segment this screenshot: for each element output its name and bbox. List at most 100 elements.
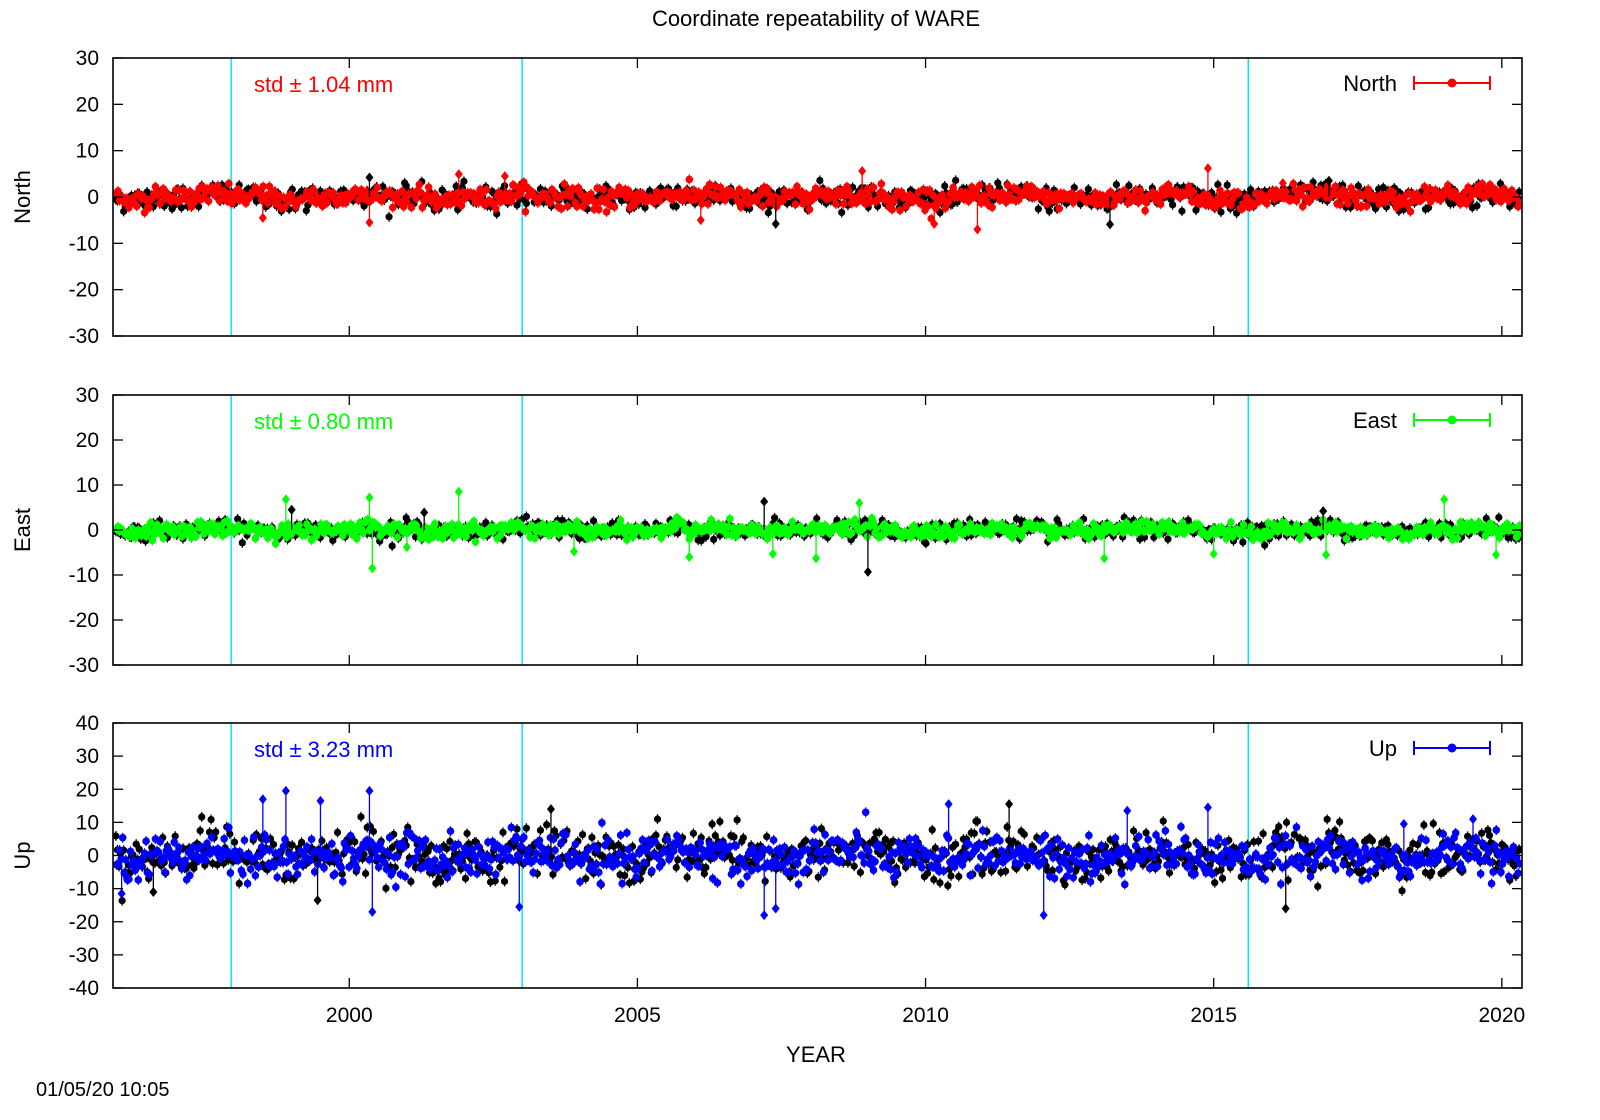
north-outlier-point [454, 169, 463, 180]
y-tick-label: 0 [87, 186, 99, 209]
north-point [1156, 200, 1165, 208]
north-point [944, 197, 953, 206]
residual-point [1125, 182, 1133, 190]
north-point [557, 204, 566, 213]
north-point [329, 189, 338, 197]
north-outlier-point [1203, 163, 1212, 174]
north-point [225, 179, 233, 188]
north-point [491, 204, 500, 213]
y-tick-label: -10 [69, 232, 99, 255]
residual-point [177, 204, 186, 212]
north-point [1067, 189, 1076, 198]
chart-title: Coordinate repeatability of WARE [652, 6, 980, 31]
north-outlier-point [500, 171, 509, 182]
residual-point [1354, 182, 1362, 190]
y-tick-label: -30 [69, 325, 99, 348]
north-point [1216, 186, 1224, 195]
y-tick-label: -20 [69, 279, 99, 302]
north-point [1184, 182, 1193, 191]
north-point [594, 205, 603, 214]
north-point [415, 180, 424, 189]
north-point [132, 202, 141, 211]
north-point [215, 196, 224, 205]
north-point [563, 202, 572, 211]
north-point [1141, 206, 1149, 215]
north-point [431, 190, 439, 198]
north-point [949, 183, 957, 192]
north-point [1052, 196, 1060, 205]
north-point [398, 187, 406, 196]
north-point [1381, 198, 1390, 207]
residual-point [522, 199, 530, 208]
north-point [738, 198, 747, 206]
north-point [114, 187, 122, 195]
north-point [1189, 187, 1198, 196]
north-outlier-point [973, 224, 982, 235]
north-point [407, 203, 416, 212]
residual-point [838, 208, 846, 217]
north-point [1306, 183, 1315, 192]
north-point [896, 206, 904, 215]
north-point [1281, 187, 1290, 196]
north-point [546, 198, 555, 207]
north-point [1055, 204, 1064, 213]
north-point [924, 201, 932, 210]
north-point [373, 183, 381, 192]
north-point [1344, 199, 1352, 208]
residual-point [1034, 205, 1042, 213]
north-point [832, 200, 840, 208]
residual-point [1247, 186, 1255, 194]
residual-point [379, 183, 387, 191]
residual-point [522, 512, 530, 521]
north-point [791, 200, 800, 209]
north-point [1515, 200, 1522, 208]
north-point [457, 201, 466, 210]
north-point [506, 189, 514, 198]
north-point [207, 183, 216, 191]
north-point [1224, 189, 1232, 198]
residual-point [710, 535, 718, 544]
residual-point [1070, 184, 1078, 192]
residual-point [1112, 180, 1121, 189]
north-point [627, 191, 636, 199]
north-point [1206, 195, 1215, 204]
north-point [482, 185, 491, 194]
north-data-points [113, 163, 1522, 235]
residual-point [952, 176, 960, 184]
north-axis-label: North [10, 170, 35, 224]
north-legend-label: North [1343, 71, 1397, 96]
north-point [587, 190, 595, 198]
north-outlier-point [1278, 178, 1287, 189]
north-point [1336, 200, 1344, 209]
north-point [988, 203, 996, 212]
north-point [704, 200, 712, 208]
north-point [716, 183, 725, 192]
y-tick-label: 20 [76, 93, 99, 116]
north-point [1263, 199, 1271, 208]
north-point [1234, 189, 1243, 197]
residual-point [460, 177, 468, 185]
north-outlier-point [365, 172, 374, 183]
north-point [156, 199, 164, 208]
north-point [1003, 181, 1012, 190]
north-point [417, 189, 425, 197]
north-outlier-point [258, 212, 267, 223]
residual-point [941, 182, 949, 190]
north-point [418, 203, 427, 212]
residual-point [329, 536, 337, 545]
north-point [902, 202, 911, 211]
north-point [1242, 193, 1251, 202]
north-point [763, 184, 772, 193]
north-outlier-point [771, 218, 780, 229]
north-point [1406, 207, 1415, 216]
north-point [888, 205, 897, 214]
north-point [758, 202, 767, 210]
north-point [521, 207, 530, 216]
north-point [610, 203, 619, 211]
north-point [1362, 202, 1371, 211]
north-point [685, 175, 694, 184]
north-point [566, 192, 575, 201]
north-point [805, 205, 814, 214]
residual-point [302, 207, 310, 215]
